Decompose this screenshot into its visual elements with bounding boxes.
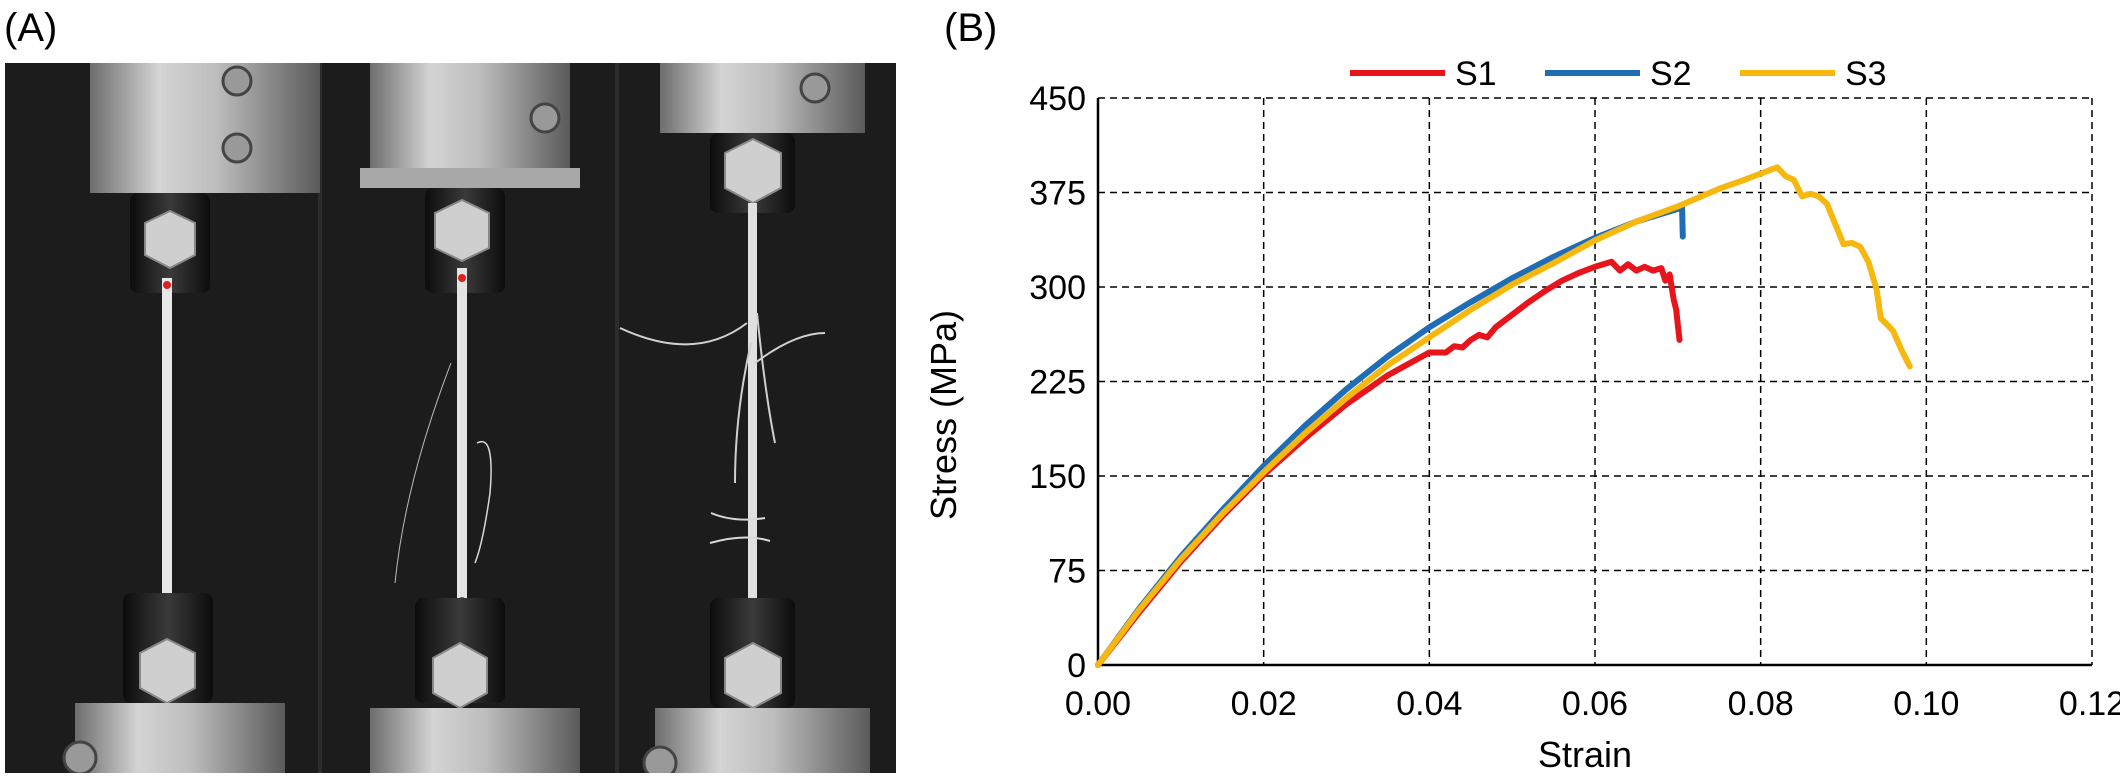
panel-label-b: (B) bbox=[944, 6, 998, 50]
stress-strain-chart: 0.00 0.02 0.04 0.06 0.08 0.10 0.12 0 75 150 225 300… bbox=[923, 55, 2120, 775]
series-line-s1 bbox=[1095, 258, 1683, 668]
tensile-specimens-photo bbox=[5, 63, 896, 773]
y-tick-label: 450 bbox=[1029, 80, 1086, 118]
y-tick-label: 150 bbox=[1029, 458, 1086, 496]
y-tick-label: 225 bbox=[1029, 364, 1086, 402]
x-tick-label: 0.04 bbox=[1396, 685, 1462, 723]
tick-labels: 0.00 0.02 0.04 0.06 0.08 0.10 0.12 0 75 150 225 300… bbox=[1029, 80, 2120, 723]
x-tick-label: 0.10 bbox=[1893, 685, 1959, 723]
x-tick-label: 0.08 bbox=[1728, 685, 1794, 723]
x-tick-label: 0.02 bbox=[1231, 685, 1297, 723]
legend-label-s3: S3 bbox=[1845, 55, 1887, 93]
legend: S1 S2 S3 bbox=[1350, 55, 1887, 93]
legend-label-s1: S1 bbox=[1455, 55, 1497, 93]
x-tick-label: 0.12 bbox=[2059, 685, 2120, 723]
specimen-2 bbox=[360, 63, 580, 773]
series-line-s3 bbox=[1095, 164, 1913, 668]
axes bbox=[1096, 98, 2092, 667]
x-tick-label: 0.06 bbox=[1562, 685, 1628, 723]
grid bbox=[1098, 97, 2093, 665]
specimen-1 bbox=[62, 63, 320, 773]
x-axis-title: Strain bbox=[1538, 734, 1632, 775]
specimen-3 bbox=[619, 63, 870, 773]
x-tick-label: 0.00 bbox=[1065, 685, 1131, 723]
y-axis-title: Stress (MPa) bbox=[923, 310, 964, 520]
panel-label-a: (A) bbox=[4, 6, 58, 50]
y-tick-label: 75 bbox=[1048, 553, 1086, 591]
y-tick-label: 300 bbox=[1029, 269, 1086, 307]
y-tick-label: 375 bbox=[1029, 175, 1086, 213]
y-tick-label: 0 bbox=[1067, 647, 1086, 685]
legend-label-s2: S2 bbox=[1650, 55, 1692, 93]
series-lines bbox=[1095, 164, 1913, 668]
